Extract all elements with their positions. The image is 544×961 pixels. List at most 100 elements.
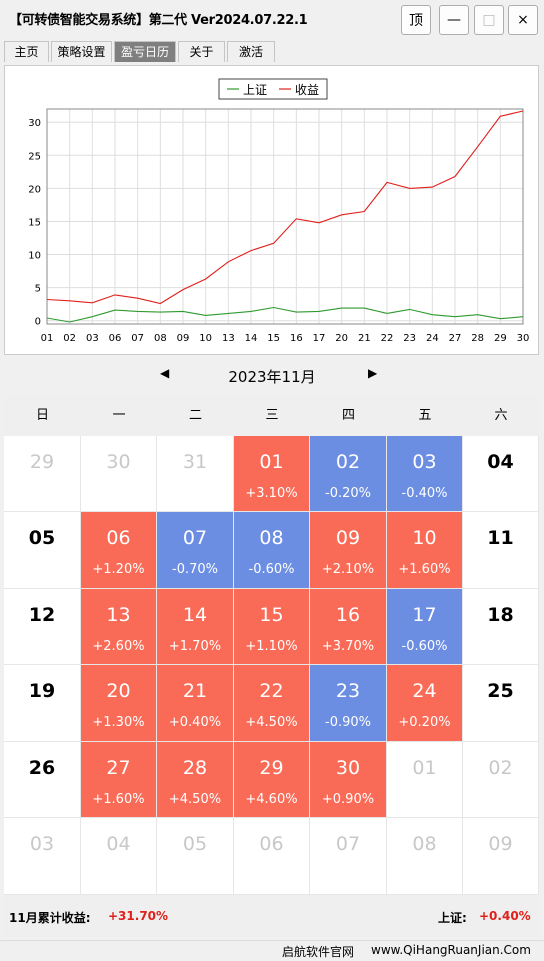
calendar-day-cell[interactable]: 25 — [463, 665, 539, 742]
calendar-day-cell[interactable]: 19 — [4, 665, 81, 742]
day-return: +0.40% — [168, 715, 222, 730]
day-return: +4.60% — [245, 792, 298, 807]
series-line-return — [46, 110, 524, 305]
tab-about[interactable]: 关于 — [178, 41, 225, 62]
day-return: +1.60% — [398, 562, 451, 577]
chart-panel: 0 5 10 15 20 25 30 01 02 03 06 07 08 09 10 13 14 15 16 17 20… — [4, 65, 539, 355]
calendar-header: ◀ 2023年11月 ▶ — [0, 360, 544, 392]
day-return: +1.20% — [92, 562, 145, 577]
website-link[interactable]: www.QiHangRuanJian.Com — [371, 943, 531, 957]
x-tick-label: 14 — [245, 333, 258, 344]
calendar-day-cell[interactable]: 03 -0.40% — [387, 436, 463, 512]
calendar-day-cell[interactable]: 20 +1.30% — [81, 665, 157, 742]
prev-month-icon[interactable]: ◀ — [160, 366, 170, 380]
weekday-wed: 三 — [265, 408, 279, 423]
day-number: 09 — [488, 833, 513, 855]
calendar-day-cell[interactable]: 17 -0.60% — [387, 589, 463, 665]
calendar-day-cell[interactable]: 26 — [4, 742, 81, 818]
tab-pnl-calendar[interactable]: 盈亏日历 — [114, 41, 176, 62]
calendar-day-cell[interactable]: 31 — [157, 436, 234, 512]
calendar-day-cell[interactable]: 02 — [463, 742, 539, 818]
calendar-day-cell[interactable]: 09 — [463, 818, 539, 895]
calendar-day-cell[interactable]: 12 — [4, 589, 81, 665]
calendar-day-cell[interactable]: 01 — [387, 742, 463, 818]
calendar-day-cell[interactable]: 24 +0.20% — [387, 665, 463, 742]
minimize-button[interactable]: — — [439, 5, 469, 35]
day-number: 02 — [335, 451, 361, 473]
calendar-day-cell[interactable]: 15 +1.10% — [234, 589, 310, 665]
x-tick-label: 29 — [494, 333, 507, 344]
calendar-day-cell[interactable]: 05 — [157, 818, 234, 895]
y-tick-label: 10 — [28, 251, 41, 262]
calendar-day-cell[interactable]: 23 -0.90% — [310, 665, 387, 742]
tab-activate[interactable]: 激活 — [227, 41, 275, 62]
calendar-day-cell[interactable]: 03 — [4, 818, 81, 895]
calendar-day-cell[interactable]: 11 — [463, 512, 539, 589]
day-number: 23 — [335, 680, 361, 702]
calendar-day-cell[interactable]: 29 +4.60% — [234, 742, 310, 818]
day-number: 26 — [28, 757, 56, 779]
calendar-day-cell[interactable]: 30 — [81, 436, 157, 512]
x-tick-label: 28 — [471, 333, 484, 344]
y-tick-label: 0 — [35, 317, 41, 328]
calendar-day-cell[interactable]: 06 +1.20% — [81, 512, 157, 589]
tab-strategy[interactable]: 策略设置 — [51, 41, 112, 62]
day-number: 24 — [412, 680, 437, 702]
next-month-icon[interactable]: ▶ — [368, 366, 378, 380]
calendar-day-cell[interactable]: 02 -0.20% — [310, 436, 387, 512]
day-number: 30 — [106, 451, 131, 473]
monthly-return-label: 11月累计收益: — [9, 911, 91, 925]
day-return: +1.10% — [245, 639, 298, 654]
day-return: -0.70% — [172, 562, 218, 577]
y-tick-label: 5 — [35, 284, 41, 295]
day-number: 04 — [106, 833, 131, 855]
day-number: 07 — [335, 833, 361, 855]
day-return: -0.20% — [325, 486, 371, 501]
x-tick-label: 20 — [335, 333, 348, 344]
calendar-day-cell[interactable]: 18 — [463, 589, 539, 665]
calendar-day-cell[interactable]: 08 — [387, 818, 463, 895]
y-tick-label: 25 — [28, 151, 41, 162]
day-number: 13 — [106, 604, 131, 626]
calendar-day-cell[interactable]: 10 +1.60% — [387, 512, 463, 589]
calendar-day-cell[interactable]: 28 +4.50% — [157, 742, 234, 818]
pin-top-button[interactable]: 顶 — [401, 5, 431, 35]
calendar-day-cell[interactable]: 16 +3.70% — [310, 589, 387, 665]
calendar-day-cell[interactable]: 06 — [234, 818, 310, 895]
calendar-day-cell[interactable]: 01 +3.10% — [234, 436, 310, 512]
calendar-day-cell[interactable]: 07 — [310, 818, 387, 895]
close-button[interactable]: × — [508, 5, 538, 35]
day-number: 28 — [182, 757, 208, 779]
calendar-day-cell[interactable]: 14 +1.70% — [157, 589, 234, 665]
maximize-button[interactable]: □ — [474, 5, 504, 35]
calendar-day-cell[interactable]: 04 — [81, 818, 157, 895]
calendar-day-cell[interactable]: 08 -0.60% — [234, 512, 310, 589]
calendar-day-cell[interactable]: 27 +1.60% — [81, 742, 157, 818]
title-bar: 【可转债智能交易系统】第二代 Ver2024.07.22.1 顶 — □ × — [0, 0, 544, 40]
day-return: -0.60% — [401, 639, 448, 654]
tab-home[interactable]: 主页 — [4, 41, 49, 62]
calendar-grid: 29 30 31 01 +3.10% 02 -0.20% 03 -0.40% 04 05 06 +1.2… — [4, 436, 539, 895]
day-number: 14 — [182, 604, 208, 626]
calendar-day-cell[interactable]: 04 — [463, 436, 539, 512]
summary-bar: 11月累计收益: +31.70% 上证: +0.40% — [4, 895, 539, 937]
day-number: 18 — [487, 604, 514, 626]
day-return: +3.10% — [245, 486, 298, 501]
day-number: 21 — [182, 680, 208, 702]
website-label: 启航软件官网 — [282, 945, 355, 959]
tab-bar: 主页 策略设置 盈亏日历 关于 激活 — [0, 41, 544, 62]
calendar-day-cell[interactable]: 22 +4.50% — [234, 665, 310, 742]
calendar-day-cell[interactable]: 29 — [4, 436, 81, 512]
calendar-day-cell[interactable]: 30 +0.90% — [310, 742, 387, 818]
day-return: +1.60% — [92, 792, 145, 807]
day-number: 29 — [29, 451, 55, 473]
calendar-day-cell[interactable]: 09 +2.10% — [310, 512, 387, 589]
calendar-day-cell[interactable]: 13 +2.60% — [81, 589, 157, 665]
day-number: 08 — [259, 527, 284, 549]
calendar-day-cell[interactable]: 05 — [4, 512, 81, 589]
x-tick-label: 27 — [449, 333, 462, 344]
calendar-day-cell[interactable]: 07 -0.70% — [157, 512, 234, 589]
day-return: +2.10% — [321, 562, 375, 577]
plot-border — [46, 108, 524, 325]
calendar-day-cell[interactable]: 21 +0.40% — [157, 665, 234, 742]
